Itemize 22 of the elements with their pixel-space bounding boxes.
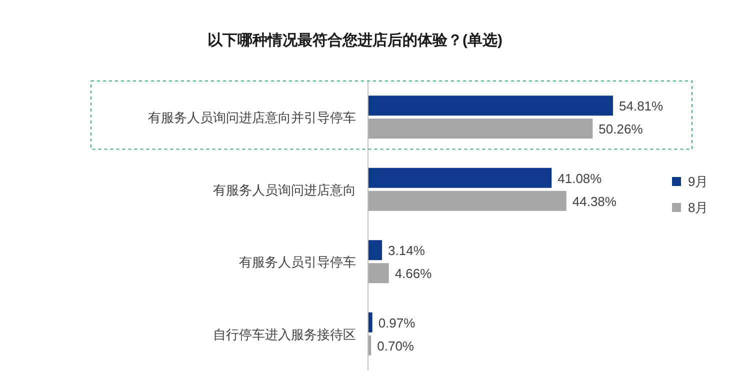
legend-label: 8月 bbox=[688, 200, 708, 215]
y-tick-label: 自行停车进入服务接待区 bbox=[213, 326, 356, 342]
bar bbox=[368, 190, 566, 211]
chart-title: 以下哪种情况最符合您进店后的体验？(单选) bbox=[208, 31, 502, 49]
data-label: 0.97% bbox=[378, 315, 416, 330]
bar bbox=[368, 312, 372, 332]
bar bbox=[368, 263, 389, 284]
data-label: 54.81% bbox=[619, 98, 664, 114]
y-tick-label: 有服务人员询问进店意向并引导停车 bbox=[148, 110, 356, 126]
bar bbox=[368, 240, 382, 260]
data-label: 4.66% bbox=[394, 266, 432, 282]
legend-label: 9月 bbox=[688, 174, 708, 189]
data-label: 41.08% bbox=[558, 170, 602, 186]
data-label: 0.70% bbox=[377, 338, 414, 354]
bar bbox=[368, 168, 552, 188]
bar bbox=[368, 96, 613, 116]
y-tick-label: 有服务人员引导停车 bbox=[239, 254, 356, 270]
data-label: 44.38% bbox=[572, 194, 617, 209]
y-tick-label: 有服务人员询问进店意向 bbox=[213, 182, 356, 198]
data-label: 50.26% bbox=[598, 122, 644, 137]
data-label: 3.14% bbox=[388, 243, 426, 258]
bar bbox=[368, 118, 593, 139]
